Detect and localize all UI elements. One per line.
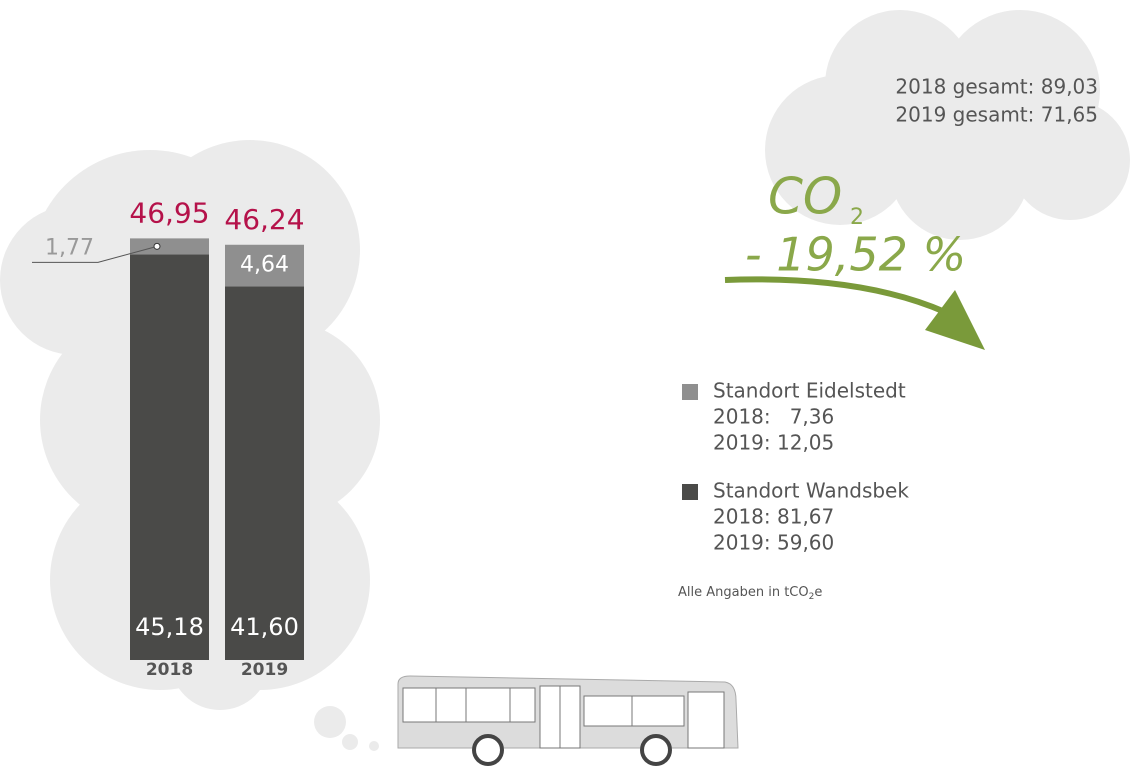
bar-segment bbox=[225, 244, 304, 287]
trend-arrow bbox=[724, 276, 947, 315]
legend-detail: 2019: 12,05 bbox=[713, 431, 834, 455]
note-tail: e bbox=[814, 585, 822, 600]
right-cloud bbox=[765, 10, 1130, 240]
legend-detail: 2019: 59,60 bbox=[713, 531, 834, 555]
x-tick-label: 2019 bbox=[241, 660, 288, 680]
legend-swatch bbox=[682, 484, 698, 500]
legend-label: Standort Wandsbek bbox=[713, 479, 909, 503]
bar-segment bbox=[130, 254, 209, 660]
legend-detail: 2018: 7,36 bbox=[713, 405, 834, 429]
co2-subscript: 2 bbox=[850, 205, 864, 230]
thought-bubbles bbox=[314, 706, 379, 751]
segment-label: 45,18 bbox=[135, 613, 204, 641]
total-label: 46,24 bbox=[224, 203, 304, 236]
arrow-head bbox=[925, 290, 985, 350]
legend-swatch bbox=[682, 384, 698, 400]
segment-label: 41,60 bbox=[230, 613, 299, 641]
leader-dot bbox=[153, 242, 161, 250]
legend-label: Standort Eidelstedt bbox=[713, 379, 906, 403]
bus bbox=[397, 675, 739, 766]
co2-label: CO bbox=[768, 168, 842, 226]
segment-label: 4,64 bbox=[240, 253, 289, 278]
co2-change: - 19,52 % bbox=[745, 228, 966, 282]
summary-line: 2018 gesamt: 89,03 bbox=[895, 75, 1098, 99]
bar-segment bbox=[225, 286, 304, 660]
note-sub: 2 bbox=[809, 592, 815, 602]
summary-line: 2019 gesamt: 71,65 bbox=[895, 103, 1098, 127]
unit-note: Alle Angaben in tCO2e bbox=[678, 585, 822, 602]
leader-line bbox=[32, 245, 158, 263]
total-label: 46,95 bbox=[129, 196, 209, 229]
segment-label: 1,77 bbox=[45, 235, 94, 260]
bar-segment bbox=[130, 238, 209, 255]
x-tick-label: 2018 bbox=[146, 660, 193, 680]
legend-detail: 2018: 81,67 bbox=[713, 505, 834, 529]
note-text: Alle Angaben in tCO bbox=[678, 585, 809, 600]
